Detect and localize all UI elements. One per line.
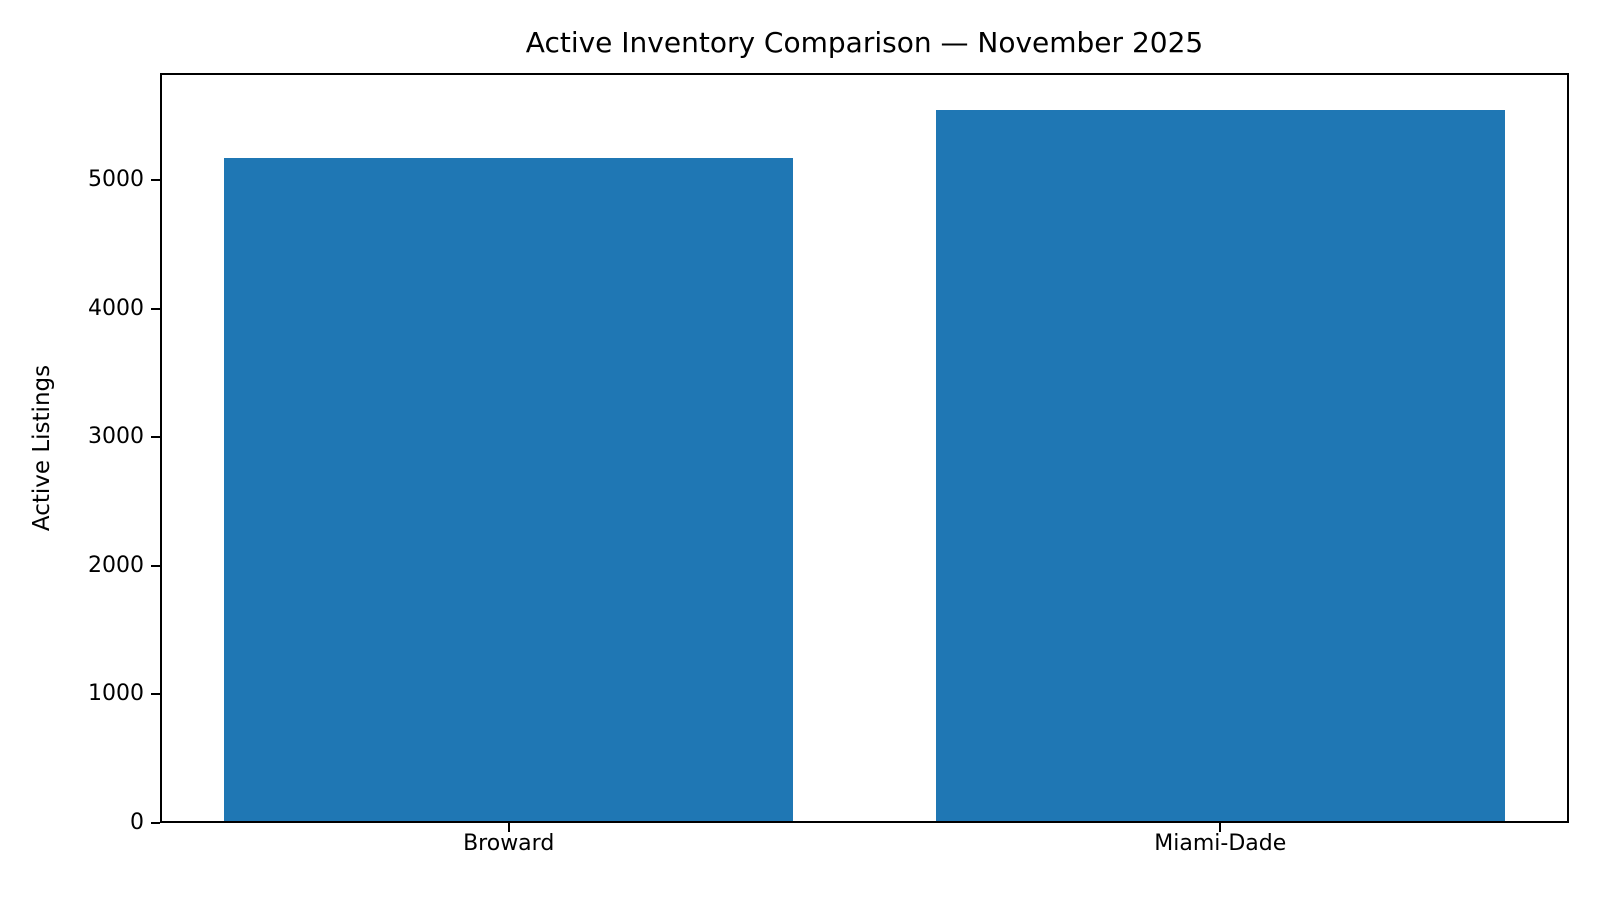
bar-miami-dade xyxy=(935,110,1505,823)
y-tick-mark xyxy=(151,179,160,182)
y-tick-label: 1000 xyxy=(88,681,144,707)
y-tick-mark xyxy=(151,436,160,439)
x-tick-mark xyxy=(1219,823,1222,832)
y-tick-mark xyxy=(151,564,160,567)
y-tick-label: 4000 xyxy=(88,295,144,321)
y-tick-mark xyxy=(151,693,160,696)
y-tick-label: 5000 xyxy=(88,167,144,193)
x-tick-mark xyxy=(507,823,510,832)
y-tick-label: 3000 xyxy=(88,424,144,450)
x-tick-label-miami-dade: Miami-Dade xyxy=(1154,831,1287,856)
y-tick-label: 0 xyxy=(130,810,144,835)
bar-broward xyxy=(224,158,794,823)
y-tick-label: 2000 xyxy=(88,552,144,578)
y-tick-mark xyxy=(151,822,160,824)
x-tick-label-broward: Broward xyxy=(463,831,555,856)
y-tick-mark xyxy=(151,307,160,310)
chart-title: Active Inventory Comparison — November 2… xyxy=(525,26,1204,59)
